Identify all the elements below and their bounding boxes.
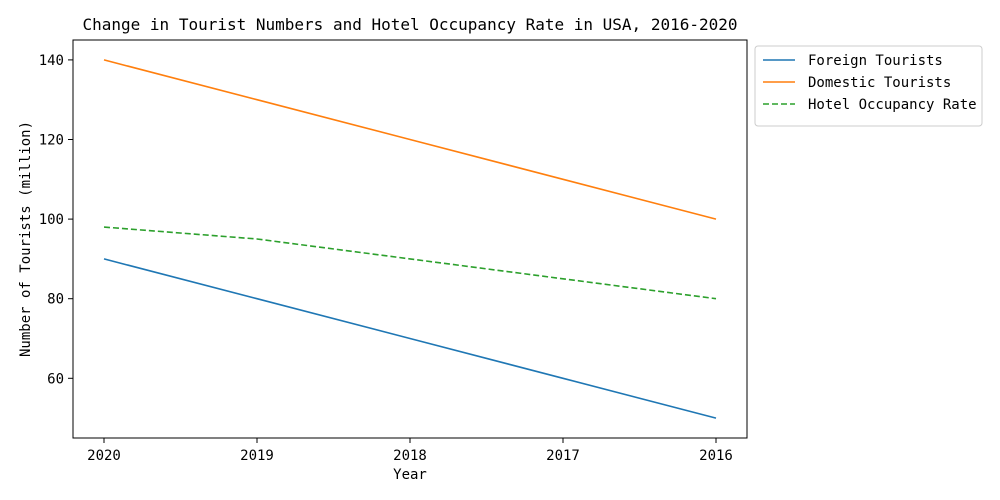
chart-title: Change in Tourist Numbers and Hotel Occu… (82, 15, 737, 34)
series-line-domestic-tourists (103, 59, 717, 220)
x-axis-label: Year (393, 467, 427, 483)
x-tick-label: 2016 (699, 448, 733, 464)
y-tick-label: 80 (47, 292, 64, 308)
y-axis: 60 80 100 120 140 (39, 53, 73, 387)
y-tick-label: 60 (47, 371, 64, 387)
x-axis: 2020 2019 2018 2017 2016 (87, 438, 733, 464)
legend: Foreign Tourists Domestic Tourists Hotel O… (754, 45, 983, 127)
plot-frame (72, 39, 748, 439)
x-tick-label: 2018 (393, 448, 427, 464)
x-tick-label: 2017 (546, 448, 580, 464)
legend-label: Domestic Tourists (808, 75, 951, 91)
x-tick-label: 2020 (87, 448, 121, 464)
legend-frame (754, 45, 983, 127)
y-axis-label: Number of Tourists (million) (18, 121, 34, 357)
plot-area (103, 59, 717, 419)
legend-label: Hotel Occupancy Rate (808, 97, 977, 113)
series-line-foreign-tourists (103, 258, 717, 419)
y-tick-label: 100 (39, 212, 64, 228)
legend-label: Foreign Tourists (808, 53, 943, 69)
x-tick-label: 2019 (240, 448, 274, 464)
y-tick-label: 140 (39, 53, 64, 69)
series-line-hotel-occupancy-rate (103, 226, 717, 300)
y-tick-label: 120 (39, 133, 64, 149)
